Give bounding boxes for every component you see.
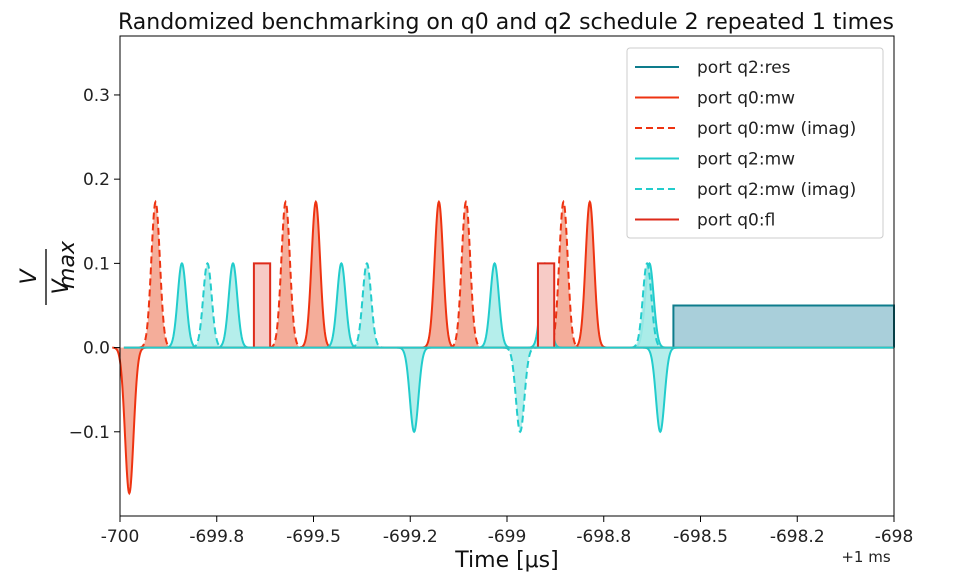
pulse-fill [397,347,432,432]
x-tick-label: -698 [875,527,914,547]
pulse-fill [477,263,512,348]
pulse-line [190,261,225,349]
square-pulse-fill [673,305,894,348]
y-axis: −0.1 0.0 0.1 0.2 0.3 [69,86,120,443]
x-tick-label: -698.5 [673,527,728,547]
series-5 [252,262,556,348]
square-pulse-line [252,262,272,348]
y-tick-label: 0.3 [83,86,110,106]
y-tick-label: 0.0 [83,339,110,359]
square-pulse-fill [537,263,555,348]
legend-label: port q2:res [697,58,791,78]
legend-label: port q0:mw (imag) [697,119,856,139]
legend-label: port q2:mw (imag) [697,180,856,200]
x-tick-label: -699.8 [189,527,244,547]
pulse-fill [349,263,384,348]
pulse-fill [448,201,484,348]
y-axis-label-denominator-sub: max [55,240,80,289]
y-axis-label-denominator: V [49,278,74,295]
y-axis-label: V V max [17,240,80,305]
pulse-fill [298,201,333,348]
x-tick-label: -699.2 [383,527,438,547]
legend-box [626,47,884,239]
x-tick-label: -699.5 [286,527,341,547]
pulse-line [643,346,678,434]
pulse-line [298,199,333,349]
legend-label: port q2:mw [697,150,795,170]
x-tick-label: -698.2 [770,527,825,547]
pulse-line [138,199,173,349]
pulse-line [477,261,512,349]
pulse-line [421,199,456,349]
y-tick-label: −0.1 [69,423,110,443]
pulse-line [215,261,251,349]
x-tick-label: -699 [488,527,527,547]
pulse-fill [190,263,225,348]
pulse-fill [138,201,173,348]
chart-title: Randomized benchmarking on q0 and q2 sch… [118,10,894,35]
pulse-fill [215,263,251,348]
pulse-fill [324,263,359,348]
pulse-line [349,261,384,349]
pulse-line [324,261,359,349]
x-axis-label: Time [μs] [454,548,558,573]
x-tick-label: -700 [101,527,140,547]
pulse-line [164,261,199,349]
x-axis: -700 -699.8 -699.5 -699.2 -699 -698.8 -698.5 -6… [101,516,914,547]
pulse-line [112,346,147,496]
pulse-line [630,261,665,349]
pulse-fill [630,263,665,348]
pulse-fill [572,201,607,348]
series-4 [190,261,665,434]
y-tick-label: 0.2 [83,170,110,190]
legend-label: port q0:fl [697,211,775,231]
square-pulse-fill [253,263,271,348]
pulse-line [572,199,607,349]
pulse-line [268,199,303,349]
series-3 [164,261,678,434]
pulse-fill [164,263,199,348]
series-1 [112,199,607,496]
pulse-line [397,346,432,434]
square-pulse-line [536,262,556,348]
legend-label: port q0:mw [697,89,795,109]
series-0 [672,304,895,348]
pulse-fill [112,347,147,494]
pulse-line [448,199,484,349]
legend: port q2:res port q0:mw port q0:mw (imag) po… [626,47,884,239]
pulse-fill [503,347,538,432]
y-axis-label-numerator: V [17,268,42,285]
plot-area [112,199,895,496]
pulse-fill [643,347,678,432]
pulse-fill [421,201,456,348]
x-tick-label: -698.8 [576,527,631,547]
x-offset-label: +1 ms [841,548,890,566]
pulse-fill [546,201,581,348]
y-tick-label: 0.1 [83,254,110,274]
pulse-line [503,346,538,434]
pulse-fill [268,201,303,348]
pulse-line [546,199,581,349]
series-2 [138,199,581,349]
